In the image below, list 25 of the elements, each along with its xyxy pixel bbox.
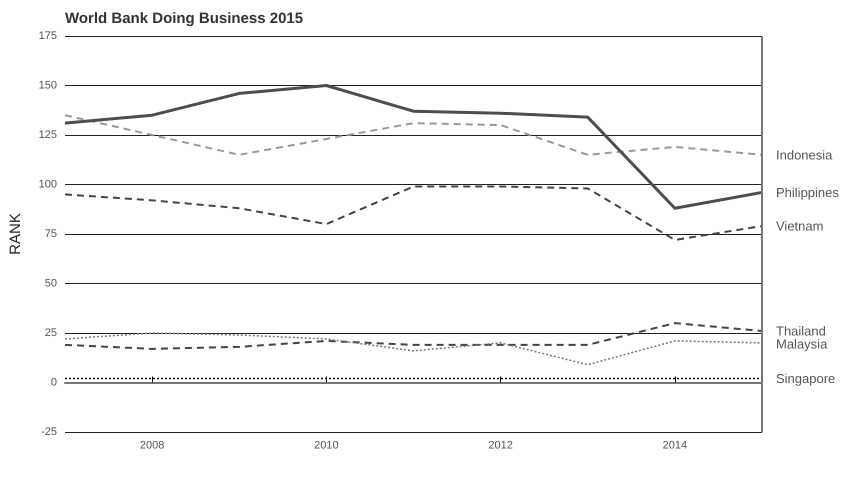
y-tick-label: 75 <box>44 228 57 240</box>
chart-title: World Bank Doing Business 2015 <box>65 10 304 27</box>
y-tick-label: 175 <box>38 30 57 42</box>
x-tick-label: 2012 <box>488 440 513 452</box>
series-label: Singapore <box>776 371 836 386</box>
series-label: Vietnam <box>776 218 824 234</box>
series-label: Thailand <box>776 324 826 339</box>
x-tick-label: 2008 <box>140 440 164 452</box>
line-series <box>64 185 763 241</box>
y-tick-label: 50 <box>44 278 57 290</box>
line-series <box>64 322 763 350</box>
y-axis-title: RANK <box>7 213 24 255</box>
y-tick-label: 150 <box>38 80 57 92</box>
y-tick-label: -25 <box>41 426 57 438</box>
series-label: Indonesia <box>776 147 834 162</box>
line-series <box>64 84 764 210</box>
series-label: Malaysia <box>776 336 828 352</box>
x-tick-label: 2014 <box>662 440 688 452</box>
y-tick-label: 125 <box>38 129 57 141</box>
y-tick-label: 100 <box>38 178 57 190</box>
line-series <box>64 114 763 156</box>
y-tick-label: 25 <box>44 327 57 339</box>
series-label: Philippines <box>776 184 840 200</box>
y-tick-label: 0 <box>50 376 57 388</box>
x-tick-label: 2010 <box>314 440 339 452</box>
